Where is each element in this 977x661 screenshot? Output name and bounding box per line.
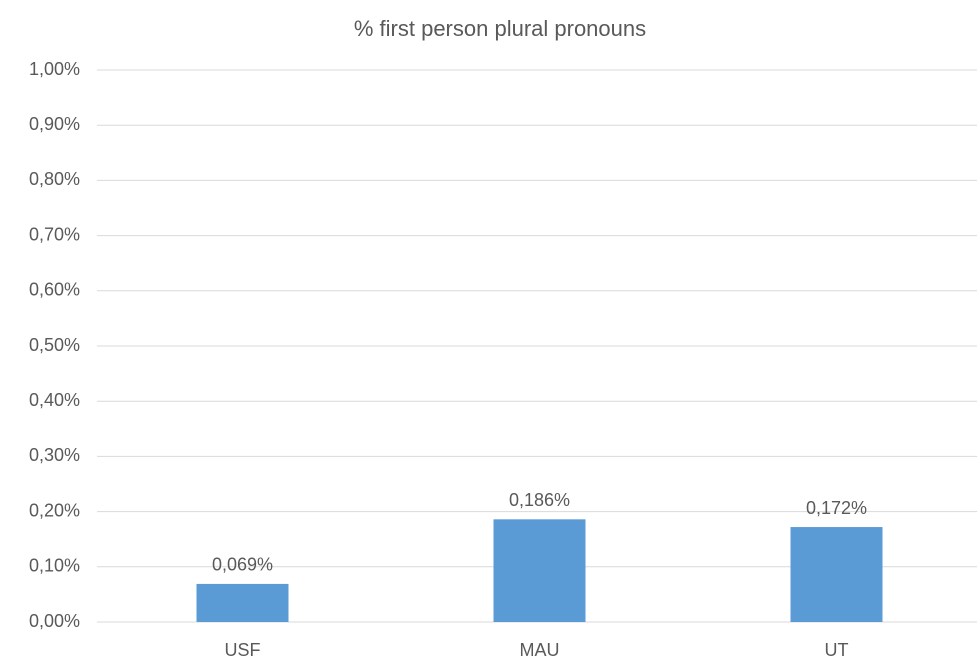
x-tick-label: USF xyxy=(225,640,261,660)
y-tick-label: 0,80% xyxy=(29,169,80,189)
x-tick-label: UT xyxy=(825,640,849,660)
data-label: 0,186% xyxy=(509,490,570,510)
y-tick-label: 0,90% xyxy=(29,114,80,134)
y-tick-label: 0,50% xyxy=(29,335,80,355)
y-tick-label: 0,40% xyxy=(29,390,80,410)
y-tick-label: 0,60% xyxy=(29,280,80,300)
chart-title: % first person plural pronouns xyxy=(354,16,646,41)
bar xyxy=(196,583,289,622)
y-tick-label: 0,10% xyxy=(29,556,80,576)
bar xyxy=(790,527,883,622)
y-tick-label: 1,00% xyxy=(29,59,80,79)
y-tick-label: 0,00% xyxy=(29,611,80,631)
y-tick-label: 0,30% xyxy=(29,445,80,465)
x-tick-label: MAU xyxy=(520,640,560,660)
data-label: 0,069% xyxy=(212,555,273,575)
y-tick-label: 0,20% xyxy=(29,500,80,520)
bar xyxy=(493,519,586,622)
data-label: 0,172% xyxy=(806,498,867,518)
y-tick-label: 0,70% xyxy=(29,224,80,244)
